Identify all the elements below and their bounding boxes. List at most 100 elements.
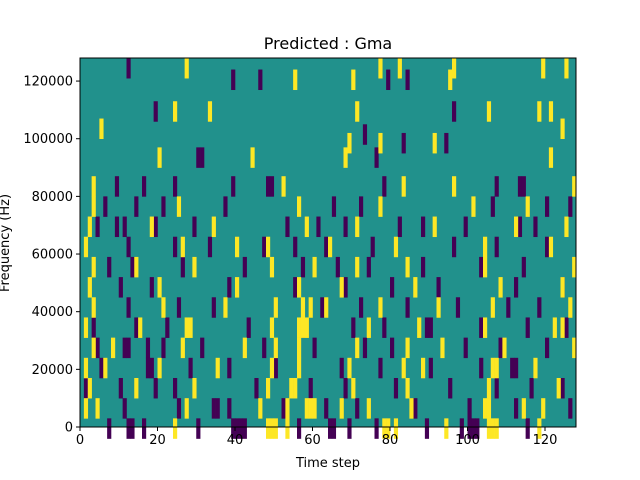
heatmap-cell-low (424, 317, 430, 338)
heatmap-cell-high (188, 317, 193, 338)
heatmap-cell-low (514, 277, 519, 298)
heatmap-cell-low (463, 216, 468, 238)
heatmap-cell-high (541, 58, 546, 79)
heatmap-cell-high (552, 317, 557, 338)
x-tick-label: 0 (76, 433, 84, 448)
heatmap-cell-high (91, 176, 96, 197)
heatmap-cell-low (231, 418, 236, 439)
heatmap-cell-low (107, 256, 112, 278)
heatmap-cell-low (262, 236, 267, 258)
heatmap-cell-low (494, 236, 499, 258)
heatmap-cell-low (517, 216, 523, 238)
x-axis-label: Time step (295, 456, 360, 471)
heatmap-cell-high (235, 236, 240, 258)
heatmap-cell-high (486, 377, 492, 399)
heatmap-cell-high (180, 337, 185, 359)
heatmap-cell-low (107, 418, 112, 439)
x-tick-label: 100 (455, 433, 480, 448)
heatmap-cell-high (560, 277, 565, 298)
heatmap-cell-high (490, 418, 495, 439)
heatmap-cell-high (498, 277, 503, 298)
heatmap-cell-high (83, 236, 89, 258)
heatmap-cell-low (362, 124, 368, 145)
heatmap-cell-low (390, 277, 395, 298)
heatmap-cell-low (114, 176, 120, 197)
heatmap-cell-low (153, 101, 158, 122)
heatmap-cells (83, 58, 577, 439)
heatmap-cell-low (324, 398, 329, 419)
heatmap-cell-low (405, 69, 410, 91)
heatmap-cell-high (351, 377, 356, 399)
heatmap-cell-low (514, 398, 519, 419)
heatmap-cell-low (390, 337, 395, 359)
heatmap-cell-low (122, 337, 127, 359)
heatmap-cell-low (328, 418, 333, 439)
heatmap-cell-low (165, 317, 170, 338)
heatmap-cell-low (347, 418, 352, 439)
heatmap-cell-high (269, 256, 275, 278)
heatmap-cell-low (95, 337, 100, 359)
heatmap-cell-low (130, 418, 135, 439)
heatmap-cell-low (459, 418, 464, 439)
heatmap-cell-high (382, 418, 387, 439)
heatmap-cell-high (83, 317, 89, 338)
heatmap-cell-high (486, 398, 492, 419)
heatmap-cell-low (180, 256, 185, 278)
heatmap-cell-low (126, 297, 131, 318)
heatmap-cell-high (568, 297, 573, 318)
heatmap-cell-high (180, 236, 185, 258)
heatmap-cell-high (521, 398, 526, 419)
heatmap-cell-low (355, 398, 360, 419)
heatmap-cell-high (572, 337, 577, 359)
heatmap-cell-high (347, 132, 352, 154)
heatmap-cell-high (269, 418, 275, 439)
heatmap-cell-high (452, 58, 457, 79)
heatmap-cell-high (91, 256, 96, 278)
y-tick-label: 60000 (32, 248, 73, 263)
heatmap-cell-high (347, 357, 352, 379)
heatmap-cell-low (145, 357, 151, 379)
heatmap-cell-low (475, 418, 480, 439)
heatmap-cell-low (293, 236, 298, 258)
heatmap-cell-low (238, 418, 244, 439)
heatmap-cell-low (118, 277, 123, 298)
heatmap-cell-low (134, 196, 139, 217)
heatmap-cell-low (122, 216, 127, 238)
heatmap-cell-low (564, 317, 569, 338)
heatmap-cell-low (335, 256, 340, 278)
heatmap-cell-high (378, 132, 383, 154)
heatmap-cell-high (366, 317, 371, 338)
heatmap-cell-low (266, 176, 271, 197)
x-tick-label: 20 (149, 433, 166, 448)
heatmap-cell-high (211, 216, 216, 238)
heatmap-cell-low (424, 418, 430, 439)
heatmap-cell-high (494, 418, 499, 439)
heatmap-cell-high (289, 377, 294, 399)
heatmap-cell-low (176, 398, 182, 419)
heatmap-cell-low (510, 357, 515, 379)
heatmap-cell-high (297, 196, 302, 217)
heatmap-cell-high (273, 418, 278, 439)
heatmap-cell-high (401, 176, 406, 197)
heatmap-cell-low (192, 216, 197, 238)
heatmap-cell-high (83, 398, 89, 419)
heatmap-cell-low (281, 398, 286, 419)
heatmap-cell-low (525, 317, 530, 338)
heatmap-cell-high (483, 398, 488, 419)
heatmap-cell-low (324, 236, 329, 258)
y-tick-label: 100000 (23, 132, 73, 147)
heatmap-cell-high (324, 297, 329, 318)
y-tick-label: 0 (65, 421, 73, 436)
x-axis: 0 20 40 60 80 100 120 (76, 427, 557, 448)
heatmap-cell-high (192, 256, 197, 278)
heatmap-cell-low (242, 256, 247, 278)
heatmap-cell-high (273, 337, 278, 359)
heatmap-cell-high (378, 58, 383, 79)
heatmap-cell-low (494, 377, 499, 399)
heatmap-cell-low (145, 337, 151, 359)
heatmap-cell-low (374, 418, 379, 439)
heatmap-cell-high (304, 317, 309, 338)
heatmap-cell-low (161, 337, 166, 359)
heatmap-cell-low (300, 256, 306, 278)
heatmap-cell-low (297, 418, 302, 439)
